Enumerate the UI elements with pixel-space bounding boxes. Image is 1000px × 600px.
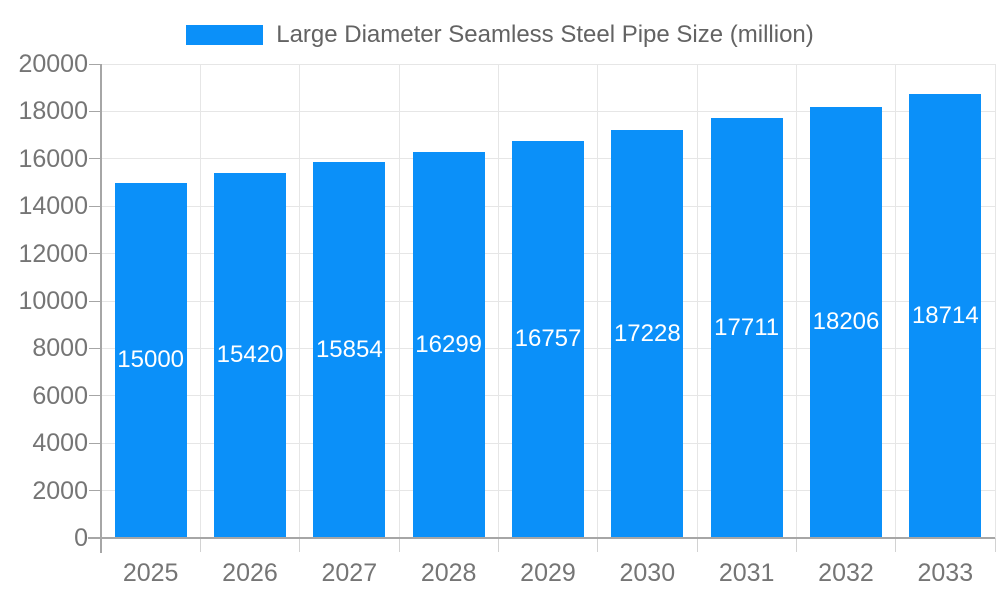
x-gridline	[398, 64, 400, 538]
bar-value-label: 16757	[514, 325, 582, 353]
x-axis-tick	[497, 538, 499, 552]
bar[interactable]	[313, 162, 386, 538]
y-axis-tick	[89, 205, 101, 207]
y-axis-tick	[89, 253, 101, 255]
x-tick-label: 2032	[818, 559, 874, 587]
y-tick-label: 4000	[32, 429, 88, 458]
bar[interactable]	[810, 106, 882, 538]
x-tick-label: 2033	[917, 559, 974, 587]
y-axis-tick	[89, 158, 101, 160]
bar[interactable]	[909, 94, 982, 538]
bar-value-label: 15420	[216, 341, 284, 369]
x-axis-tick	[994, 538, 996, 552]
bar[interactable]	[611, 129, 684, 538]
x-gridline	[597, 64, 599, 538]
y-tick-label: 8000	[32, 334, 88, 363]
x-axis-tick	[597, 538, 599, 552]
bar-value-label: 15854	[315, 336, 383, 364]
legend-label: Large Diameter Seamless Steel Pipe Size …	[276, 21, 814, 48]
y-axis-tick	[89, 442, 101, 444]
x-tick-label: 2026	[222, 559, 278, 587]
bar[interactable]	[710, 118, 783, 538]
x-gridline	[497, 64, 499, 538]
x-axis-tick	[199, 538, 201, 552]
y-tick-label: 2000	[32, 476, 88, 505]
y-tick-label: 12000	[18, 239, 88, 268]
x-tick-label: 2030	[619, 559, 676, 587]
legend-swatch-icon	[186, 25, 264, 45]
x-tick-label: 2031	[718, 559, 775, 587]
x-axis-tick	[696, 538, 698, 552]
y-tick-label: 0	[74, 524, 88, 552]
y-tick-label: 6000	[32, 381, 88, 410]
y-tick-label: 20000	[18, 50, 88, 78]
bar[interactable]	[412, 151, 485, 538]
bar-value-label: 16299	[415, 330, 483, 358]
x-axis-tick	[895, 538, 897, 552]
x-tick-label: 2028	[420, 559, 477, 587]
y-tick-label: 14000	[18, 192, 88, 221]
y-tick-label: 16000	[18, 144, 88, 173]
x-gridline	[795, 64, 797, 538]
y-axis-tick	[89, 63, 101, 65]
x-axis-tick	[795, 538, 797, 552]
bar-value-label: 18714	[911, 302, 979, 330]
x-gridline	[696, 64, 698, 538]
y-tick-label: 10000	[18, 287, 88, 315]
legend: Large Diameter Seamless Steel Pipe Size …	[0, 21, 1000, 49]
y-axis-line	[100, 64, 102, 553]
y-tick-label: 18000	[18, 97, 88, 126]
y-axis-tick	[89, 110, 101, 112]
x-tick-label: 2027	[321, 559, 378, 587]
bar[interactable]	[512, 140, 584, 538]
bar-value-label: 17228	[613, 319, 681, 347]
y-axis-tick	[89, 490, 101, 492]
x-gridline	[994, 64, 996, 538]
y-axis-tick	[89, 395, 101, 397]
x-axis-tick	[299, 538, 301, 552]
y-axis-tick	[89, 300, 101, 302]
x-tick-label: 2025	[122, 559, 179, 587]
x-gridline	[299, 64, 301, 538]
legend-item[interactable]: Large Diameter Seamless Steel Pipe Size …	[186, 21, 814, 49]
y-axis-tick	[89, 347, 101, 349]
x-tick-label: 2029	[520, 559, 576, 587]
bar-value-label: 17711	[714, 314, 780, 342]
bar[interactable]	[114, 182, 187, 538]
bar-value-label: 15000	[117, 346, 185, 374]
x-axis-line	[88, 537, 995, 539]
x-gridline	[199, 64, 201, 538]
bar[interactable]	[214, 172, 286, 538]
x-gridline	[895, 64, 897, 538]
y-gridline	[101, 63, 995, 65]
bar-value-label: 18206	[812, 308, 880, 336]
y-gridline	[101, 110, 995, 112]
x-axis-tick	[398, 538, 400, 552]
